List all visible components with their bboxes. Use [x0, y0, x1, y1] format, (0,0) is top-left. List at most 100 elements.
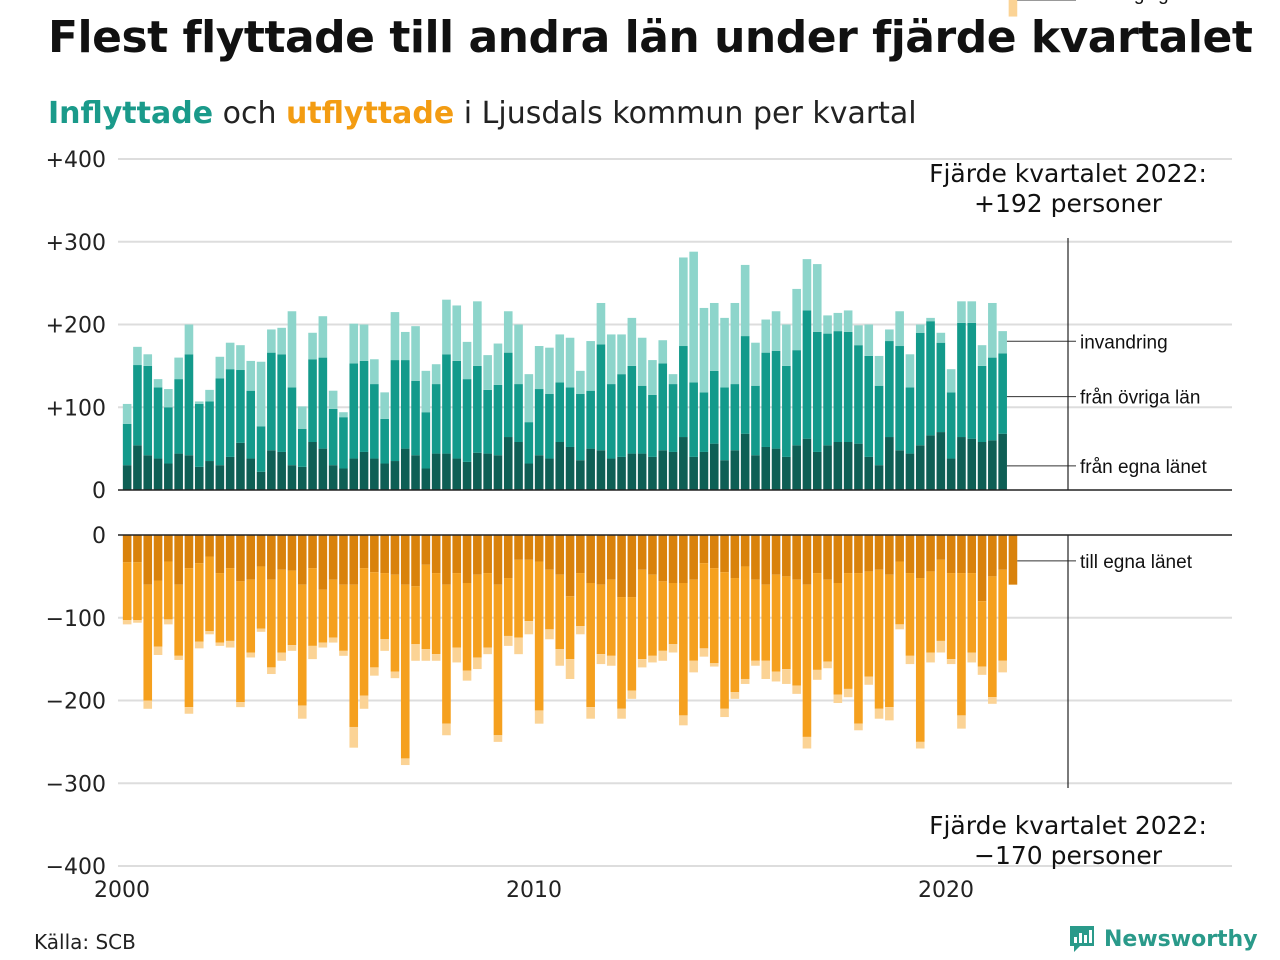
- bar-out-utvandring: [864, 676, 874, 685]
- bar-in-invandring: [988, 302, 997, 358]
- bar-out-utvandring: [545, 629, 554, 640]
- bar-out-egna-lanet: [452, 535, 462, 574]
- bar-in-ovriga-lan: [812, 331, 822, 452]
- bar-in-egna-lanet: [874, 465, 884, 490]
- bar-in-egna-lanet: [905, 453, 915, 490]
- bar-out-utvandring: [143, 700, 153, 709]
- bar-out-egna-lanet: [740, 535, 750, 567]
- bar-in-ovriga-lan: [782, 365, 791, 457]
- bar-in-egna-lanet: [679, 437, 688, 490]
- bar-out-egna-lanet: [205, 535, 214, 557]
- bar-in-ovriga-lan: [287, 387, 297, 466]
- bar-out-ovriga-lan: [668, 582, 678, 645]
- bar-out-utvandring: [967, 652, 977, 663]
- bar-out-utvandring: [287, 645, 297, 651]
- bar-out-utvandring: [761, 660, 771, 679]
- bar-out-ovriga-lan: [596, 584, 606, 655]
- bar-in-ovriga-lan: [637, 385, 647, 454]
- bar-out-ovriga-lan: [205, 556, 214, 631]
- bar-out-egna-lanet: [534, 535, 544, 562]
- bar-in-ovriga-lan: [215, 378, 225, 466]
- bar-out-utvandring: [555, 649, 565, 666]
- bar-in-egna-lanet: [339, 468, 348, 490]
- annotation-top-text: +192 personer: [974, 189, 1163, 218]
- bar-out-ovriga-lan: [400, 584, 410, 759]
- bar-in-ovriga-lan: [359, 360, 369, 452]
- bar-in-ovriga-lan: [133, 365, 142, 446]
- bar-in-ovriga-lan: [483, 389, 492, 454]
- bar-out-utvandring: [359, 695, 369, 709]
- bar-in-egna-lanet: [946, 458, 956, 490]
- bar-out-ovriga-lan: [730, 578, 740, 693]
- bar-out-ovriga-lan: [133, 562, 142, 621]
- subtitle-utflyttade: utflyttade: [286, 96, 455, 131]
- bar-out-ovriga-lan: [380, 573, 389, 640]
- bar-in-invandring: [833, 312, 843, 332]
- bar-out-egna-lanet: [565, 535, 575, 597]
- bar-in-ovriga-lan: [514, 384, 523, 443]
- bar-in-invandring: [133, 346, 142, 366]
- bar-in-ovriga-lan: [751, 385, 760, 456]
- bar-in-egna-lanet: [122, 465, 132, 490]
- bar-out-utvandring: [205, 630, 214, 635]
- bar-out-ovriga-lan: [277, 569, 286, 653]
- bar-in-invandring: [565, 337, 575, 388]
- bar-out-egna-lanet: [483, 535, 492, 574]
- bar-out-utvandring: [740, 678, 750, 684]
- bar-in-egna-lanet: [483, 453, 492, 490]
- bar-out-utvandring: [473, 657, 482, 670]
- bar-out-egna-lanet: [215, 535, 225, 574]
- bar-out-egna-lanet: [328, 535, 338, 580]
- bar-out-egna-lanet: [637, 535, 647, 570]
- bar-out-ovriga-lan: [514, 559, 523, 638]
- bar-in-invandring: [946, 369, 956, 393]
- bar-in-invandring: [895, 311, 904, 347]
- bar-out-ovriga-lan: [709, 568, 719, 664]
- bar-in-egna-lanet: [380, 463, 389, 490]
- bar-in-ovriga-lan: [792, 350, 801, 446]
- bar-out-utvandring: [431, 654, 441, 661]
- bar-out-ovriga-lan: [967, 573, 977, 653]
- bar-out-egna-lanet: [689, 535, 698, 580]
- bar-out-egna-lanet: [854, 535, 863, 574]
- bar-in-egna-lanet: [287, 465, 297, 490]
- bar-out-egna-lanet: [297, 535, 307, 585]
- bar-in-invandring: [915, 324, 925, 333]
- bar-out-ovriga-lan: [246, 579, 256, 653]
- bar-in-ovriga-lan: [225, 369, 235, 457]
- bar-in-ovriga-lan: [946, 392, 956, 459]
- bar-in-invandring: [823, 315, 832, 334]
- bar-in-ovriga-lan: [194, 403, 204, 467]
- bar-in-invandring: [328, 390, 338, 409]
- bar-out-utvandring: [236, 702, 245, 708]
- bar-out-egna-lanet: [586, 535, 595, 583]
- bar-out-utvandring: [576, 626, 585, 635]
- bar-in-ovriga-lan: [679, 346, 688, 438]
- bar-out-egna-lanet: [977, 535, 987, 602]
- bar-in-egna-lanet: [246, 458, 256, 490]
- bar-in-egna-lanet: [267, 450, 276, 490]
- bar-out-ovriga-lan: [452, 573, 462, 648]
- bar-in-egna-lanet: [524, 463, 534, 490]
- bar-in-invandring: [524, 374, 534, 423]
- bar-in-ovriga-lan: [143, 365, 153, 456]
- bar-out-utvandring: [174, 655, 183, 660]
- bar-out-ovriga-lan: [586, 582, 595, 708]
- bar-in-egna-lanet: [349, 458, 359, 490]
- bar-in-invandring: [503, 311, 513, 353]
- bar-out-egna-lanet: [895, 535, 904, 562]
- bar-out-utvandring: [328, 637, 338, 643]
- bar-out-ovriga-lan: [164, 561, 173, 620]
- bar-out-utvandring: [905, 655, 915, 665]
- brand-logo: Newsworthy: [1068, 924, 1258, 954]
- bar-in-invandring: [740, 264, 750, 337]
- bar-out-egna-lanet: [194, 535, 204, 564]
- bar-out-ovriga-lan: [534, 561, 544, 711]
- bar-in-ovriga-lan: [205, 401, 214, 462]
- bar-in-invandring: [998, 331, 1007, 354]
- bar-out-ovriga-lan: [267, 579, 276, 668]
- bar-out-utvandring: [606, 655, 616, 666]
- bar-out-utvandring: [812, 669, 822, 680]
- bar-out-egna-lanet: [473, 535, 482, 575]
- bar-out-ovriga-lan: [895, 561, 904, 625]
